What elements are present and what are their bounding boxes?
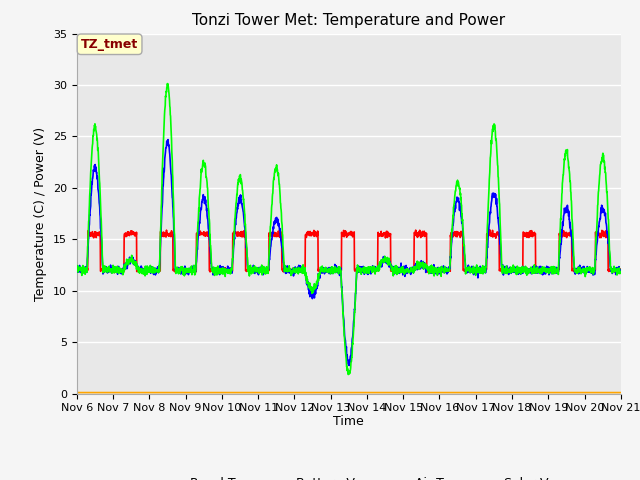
Panel T — [584, 266, 592, 272]
Battery V — [508, 266, 515, 272]
Air T — [617, 267, 625, 273]
Solar V — [365, 390, 372, 396]
Text: TZ_tmet: TZ_tmet — [81, 38, 138, 51]
Air T — [570, 253, 577, 259]
Battery V — [225, 267, 232, 273]
Battery V — [376, 233, 384, 239]
Solar V — [73, 390, 81, 396]
Solar V — [507, 390, 515, 396]
Title: Tonzi Tower Met: Temperature and Power: Tonzi Tower Met: Temperature and Power — [192, 13, 506, 28]
X-axis label: Time: Time — [333, 415, 364, 428]
Air T — [377, 264, 385, 269]
Solar V — [584, 390, 591, 396]
Battery V — [584, 268, 592, 274]
Battery V — [365, 268, 372, 274]
Panel T — [508, 269, 515, 275]
Panel T — [617, 270, 625, 276]
Line: Air T: Air T — [77, 140, 621, 365]
Line: Panel T: Panel T — [77, 84, 621, 374]
Line: Battery V: Battery V — [77, 230, 621, 273]
Battery V — [111, 270, 118, 276]
Air T — [73, 269, 81, 275]
Y-axis label: Temperature (C) / Power (V): Temperature (C) / Power (V) — [35, 127, 47, 300]
Panel T — [164, 81, 172, 86]
Panel T — [73, 264, 81, 269]
Panel T — [365, 271, 372, 276]
Solar V — [617, 390, 625, 396]
Battery V — [73, 267, 81, 273]
Solar V — [569, 390, 577, 396]
Panel T — [344, 372, 352, 377]
Air T — [225, 265, 232, 271]
Air T — [164, 137, 172, 143]
Air T — [365, 267, 372, 273]
Battery V — [617, 266, 625, 272]
Battery V — [486, 227, 493, 233]
Air T — [346, 362, 353, 368]
Panel T — [225, 267, 232, 273]
Panel T — [570, 237, 577, 243]
Air T — [584, 269, 592, 275]
Solar V — [376, 390, 384, 396]
Legend: Panel T, Battery V, Air T, Solar V: Panel T, Battery V, Air T, Solar V — [144, 472, 554, 480]
Air T — [508, 270, 515, 276]
Panel T — [377, 259, 385, 264]
Battery V — [570, 265, 577, 271]
Solar V — [225, 390, 232, 396]
